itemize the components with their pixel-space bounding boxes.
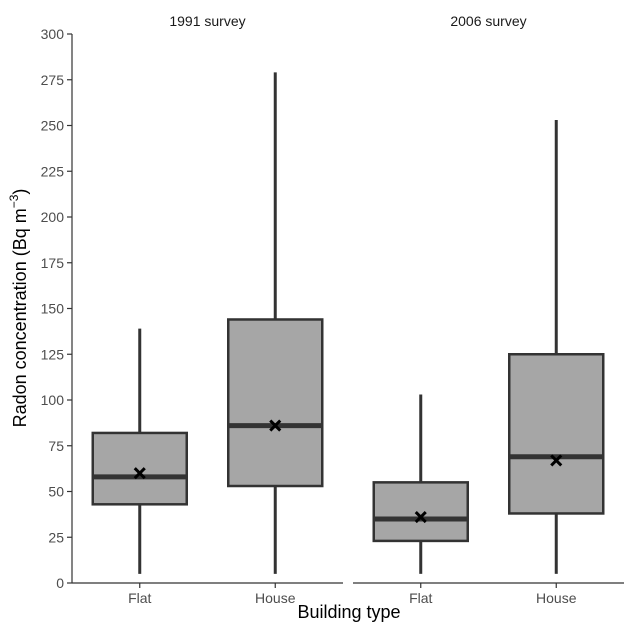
y-tick-label: 150 (41, 301, 65, 317)
panel-title: 2006 survey (450, 13, 526, 29)
box-house (508, 120, 605, 574)
mean-marker-stroke (269, 419, 282, 432)
y-axis-title-text: Radon concentration (Bq m (10, 208, 30, 427)
x-tick-label: House (255, 590, 296, 606)
iqr-box (508, 353, 605, 515)
panel-2: 2006 survey Flat House (353, 13, 624, 606)
x-axis-title: Building type (297, 602, 400, 622)
y-tick-label: 225 (41, 163, 65, 179)
y-tick-label: 50 (48, 484, 64, 500)
y-tick-label: 250 (41, 118, 65, 134)
y-axis-title-superscript: −3 (7, 194, 21, 208)
x-tick-label: Flat (409, 590, 432, 606)
mean-marker-stroke (550, 454, 563, 467)
panels-layer: 1991 survey Flat House 2006 survey Flat House (72, 13, 624, 606)
y-tick-label: 175 (41, 255, 65, 271)
iqr-box (91, 431, 188, 506)
box-flat (372, 394, 469, 574)
mean-marker-stroke (414, 511, 427, 524)
box-house (227, 72, 324, 574)
mean-marker (133, 467, 146, 480)
y-tick-label: 125 (41, 346, 65, 362)
iqr-box (227, 318, 324, 488)
y-tick-label: 0 (56, 575, 64, 591)
iqr-box (372, 481, 469, 543)
mean-marker-stroke (133, 467, 146, 480)
x-tick-label: House (536, 590, 577, 606)
panel-title: 1991 survey (169, 13, 245, 29)
y-tick-label: 200 (41, 209, 65, 225)
x-tick-label: Flat (128, 590, 151, 606)
y-tick-label: 25 (48, 529, 64, 545)
mean-marker (550, 454, 563, 467)
y-tick-label: 275 (41, 72, 65, 88)
panel-1: 1991 survey Flat House (72, 13, 343, 606)
y-tick-label: 300 (41, 26, 65, 42)
y-axis-title-close: ) (10, 189, 30, 195)
y-tick-label: 75 (48, 438, 64, 454)
y-tick-label: 100 (41, 392, 65, 408)
y-axis: 0 25 50 75 100 125 150 175 200 225 250 275 300 (41, 26, 73, 591)
y-axis-title: Radon concentration (Bq m−3) (7, 189, 30, 428)
mean-marker (269, 419, 282, 432)
box-flat (91, 328, 188, 574)
mean-marker (414, 511, 427, 524)
